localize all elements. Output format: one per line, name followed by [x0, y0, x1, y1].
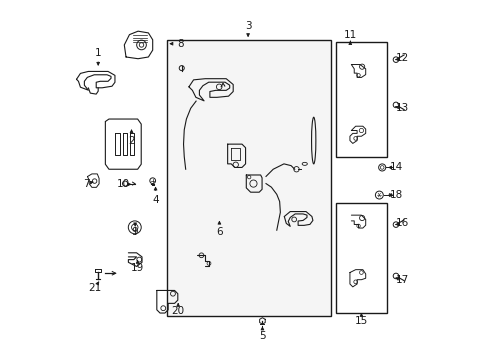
Text: 5: 5	[259, 331, 265, 341]
Text: 6: 6	[216, 227, 222, 237]
Bar	[335, 42, 386, 157]
Text: 20: 20	[171, 306, 184, 316]
Text: 10: 10	[117, 179, 130, 189]
Text: 14: 14	[389, 162, 402, 172]
Text: 1: 1	[95, 48, 102, 58]
Bar	[167, 40, 330, 316]
Text: 17: 17	[395, 275, 408, 285]
Text: 18: 18	[389, 190, 402, 200]
Text: 3: 3	[244, 21, 251, 31]
Text: 19: 19	[131, 263, 144, 273]
Text: 4: 4	[152, 195, 159, 205]
Text: 13: 13	[395, 103, 408, 113]
Text: 9: 9	[132, 227, 138, 237]
Text: 16: 16	[395, 218, 408, 228]
Bar	[335, 203, 386, 313]
Text: 2: 2	[128, 136, 135, 145]
Text: 15: 15	[354, 316, 367, 325]
Text: 21: 21	[88, 283, 101, 293]
Text: 11: 11	[343, 30, 356, 40]
Text: 8: 8	[177, 39, 183, 49]
Text: 12: 12	[395, 53, 408, 63]
Text: 7: 7	[82, 179, 89, 189]
